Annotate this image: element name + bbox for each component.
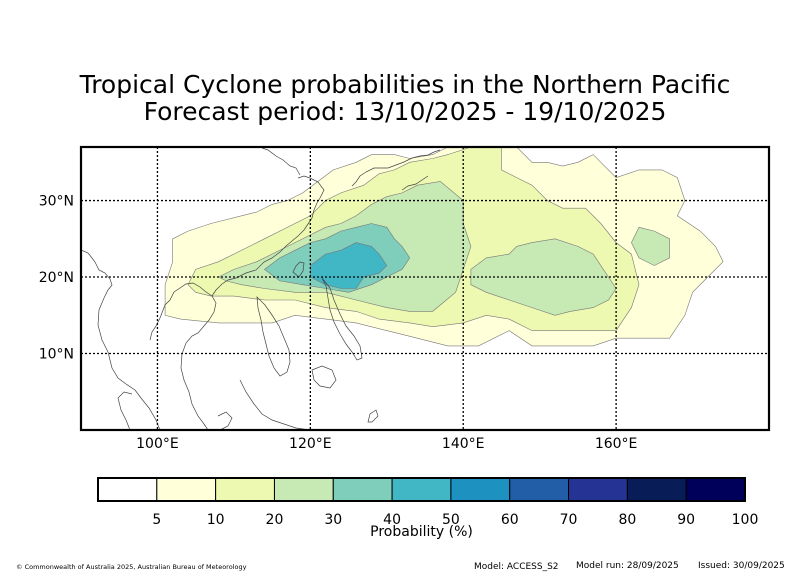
colorbar-segment <box>273 477 334 502</box>
lat-label: 30°N <box>39 194 74 210</box>
colorbar-tick-label: 60 <box>501 512 519 528</box>
colorbar-tick-label: 80 <box>618 512 636 528</box>
colorbar-tick-label: 30 <box>324 512 342 528</box>
colorbar-tick-label: 40 <box>383 512 401 528</box>
colorbar-tick-label: 10 <box>207 512 225 528</box>
colorbar-frame <box>97 477 746 502</box>
forecast-period: Forecast period: 13/10/2025 - 19/10/2025 <box>143 97 667 126</box>
probability-region-20-4 <box>631 226 670 266</box>
map-frame <box>79 145 771 432</box>
colorbar-segment <box>626 477 687 502</box>
probability-region-20-3 <box>470 238 617 316</box>
colorbar-tick-label: 100 <box>732 512 759 528</box>
colorbar-segment <box>685 477 746 502</box>
coastlines <box>81 147 441 430</box>
colorbar-tick-label: 5 <box>152 512 161 528</box>
lon-label: 140°E <box>442 436 485 452</box>
lat-label: 20°N <box>39 270 74 286</box>
chart-title: Tropical Cyclone probabilities in the No… <box>79 70 731 99</box>
lon-label: 160°E <box>595 436 638 452</box>
colorbar-segment <box>509 477 570 502</box>
lat-label: 10°N <box>39 347 74 363</box>
lon-label: 120°E <box>289 436 332 452</box>
colorbar-tick-label: 90 <box>677 512 695 528</box>
colorbar-segment <box>332 477 393 502</box>
model-run-date: Model run: 28/09/2025 <box>576 561 679 571</box>
longitude-labels: 100°E 120°E 140°E 160°E <box>136 436 637 452</box>
colorbar-segment <box>156 477 217 502</box>
colorbar-label: Probability (%) <box>370 524 473 540</box>
colorbar <box>97 477 746 502</box>
colorbar-tick-label: 50 <box>442 512 460 528</box>
colorbar-tick-label: 20 <box>266 512 284 528</box>
issued-date: Issued: 30/09/2025 <box>698 561 785 571</box>
colorbar-segment <box>215 477 275 502</box>
model-name: Model: ACCESS_S2 <box>474 562 559 572</box>
colorbar-segment <box>450 477 511 502</box>
probability-regions <box>164 147 724 347</box>
colorbar-segment <box>391 477 452 502</box>
colorbar-segment <box>568 477 628 502</box>
colorbar-segment <box>97 477 158 502</box>
latitude-labels: 10°N 20°N 30°N <box>39 194 74 363</box>
colorbar-ticks: 5 10 20 30 40 50 60 70 80 90 100 <box>152 512 758 528</box>
gridlines <box>81 147 769 430</box>
copyright-notice: © Commonwealth of Australia 2025, Austra… <box>16 563 247 571</box>
colorbar-tick-label: 70 <box>560 512 578 528</box>
lon-label: 100°E <box>136 436 179 452</box>
